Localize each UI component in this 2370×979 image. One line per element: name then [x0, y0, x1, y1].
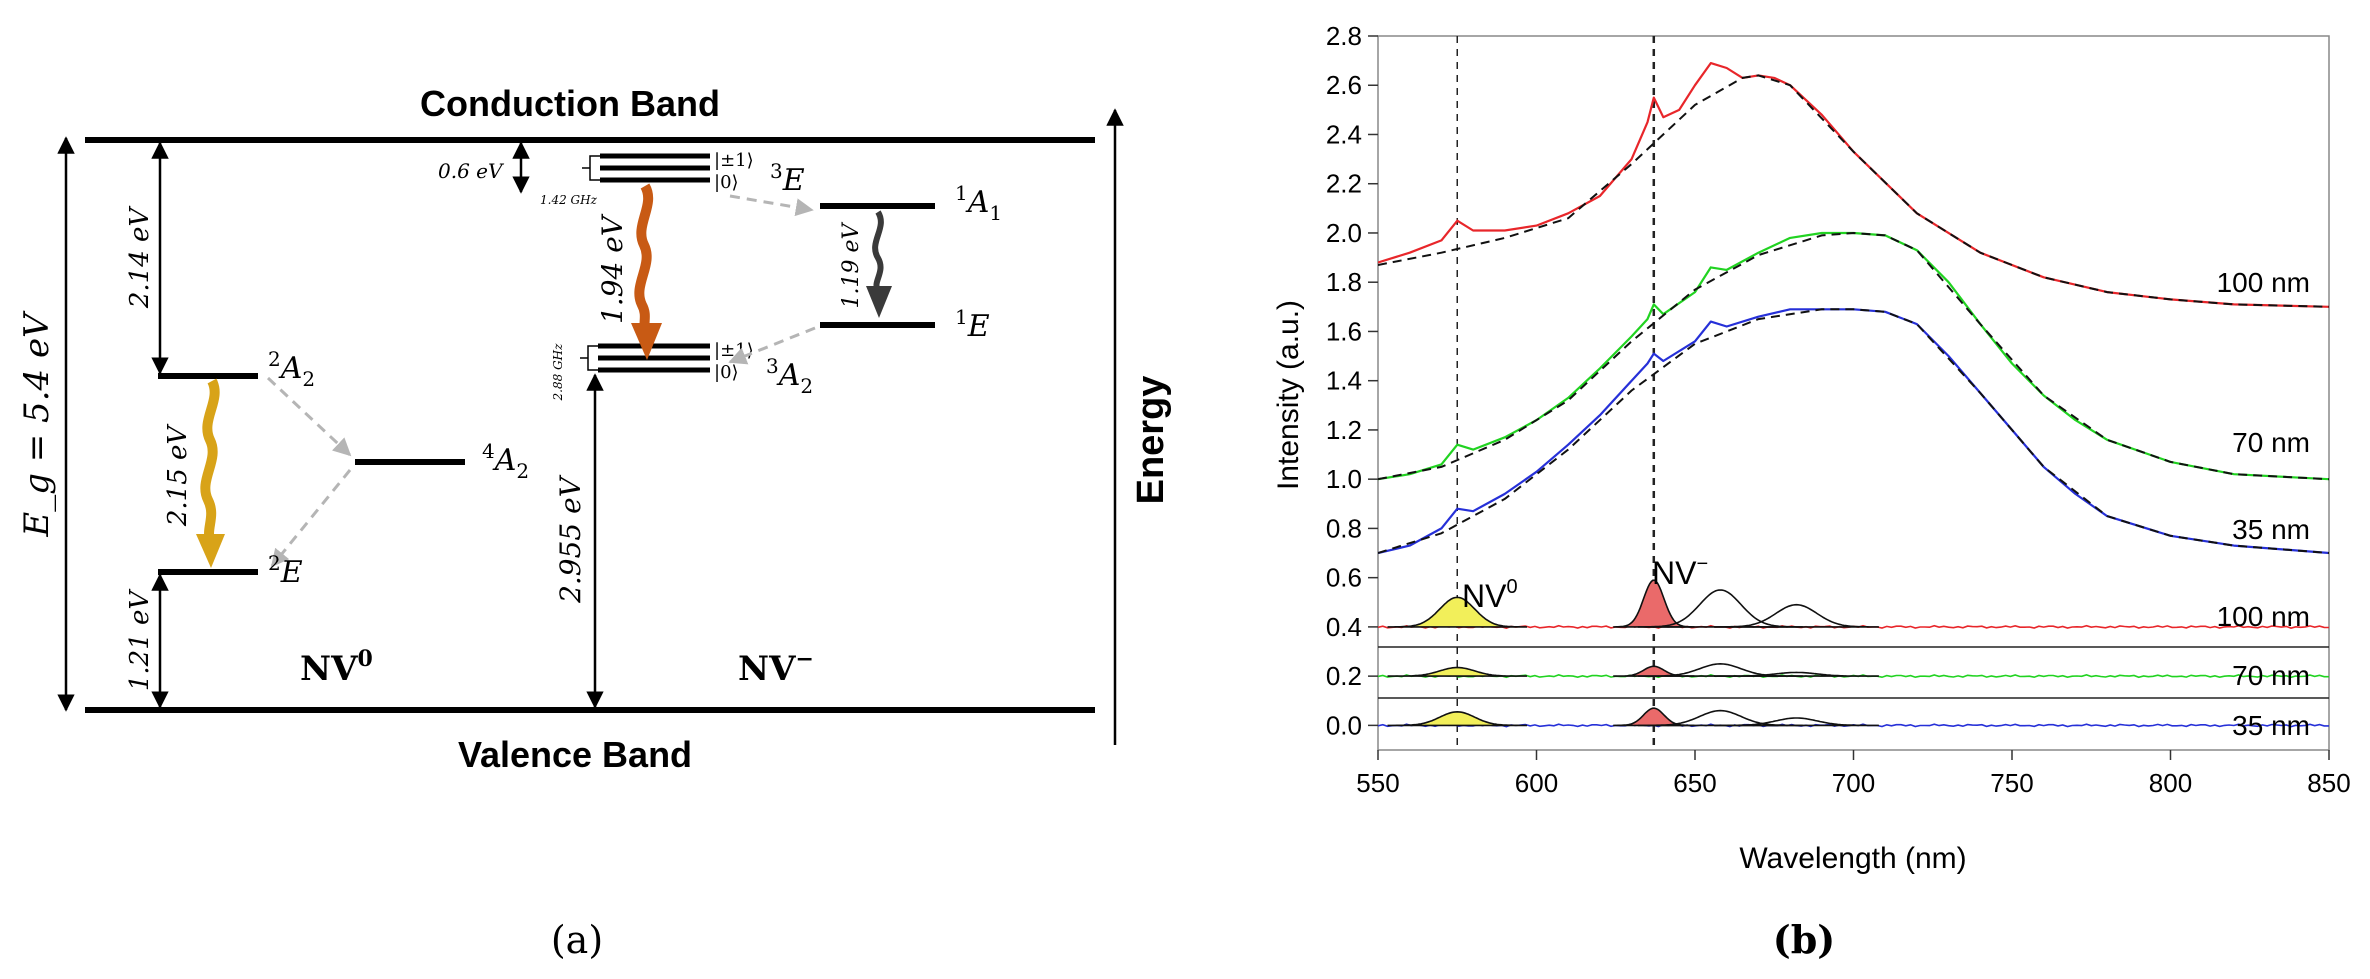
nv0-state-4a2: 4A2: [482, 439, 529, 483]
nvm-3a2-sublevel-pm1: |±1⟩: [714, 340, 754, 361]
y-tick-label: 1.2: [1326, 415, 1362, 445]
y-tick-label: 1.4: [1326, 366, 1362, 396]
decomposition-peak: [1637, 589, 1803, 628]
x-tick-label: 700: [1832, 768, 1875, 798]
fit-series-line: [1378, 232, 2329, 481]
curve-label-lower-35: 35 nm: [2232, 710, 2310, 741]
nv0-gap-top-label: 2.14 eV: [125, 206, 155, 310]
nvm-singlet-arrow: [872, 210, 884, 292]
y-tick-label: 2.6: [1326, 70, 1362, 100]
curve-label-upper-70: 70 nm: [2232, 427, 2310, 458]
curve-label-lower-70: 70 nm: [2232, 660, 2310, 691]
y-tick-label: 0.2: [1326, 661, 1362, 691]
x-tick-label: 600: [1515, 768, 1558, 798]
decomposition-peak: [1714, 603, 1879, 628]
y-axis-label: Intensity (a.u.): [1272, 300, 1305, 490]
nvm-3e-sublevel-0: |0⟩: [714, 172, 739, 193]
decomposition-peak: [1387, 710, 1527, 727]
spectrum-series-line: [1378, 308, 2329, 555]
decomposition-peak: [1387, 596, 1527, 628]
nv0-emission-arrowhead: [196, 534, 225, 568]
panel-a-caption: (a): [551, 918, 603, 962]
nv0-state-2a2: 2A2: [268, 347, 315, 391]
peak-decomposition: [1378, 579, 2329, 728]
x-axis: 550 600 650 700 750 800 850: [1356, 750, 2351, 798]
y-tick-label: 0.4: [1326, 612, 1362, 642]
decomposition-peak: [1714, 671, 1879, 677]
nvm-gap-bottom-label: 2.955 eV: [554, 474, 587, 604]
curve-label-upper-35: 35 nm: [2232, 514, 2310, 545]
panel-a-energy-diagram: Conduction Band Valence Band E_g = 5.4 e…: [17, 83, 1172, 962]
fit-series-line: [1378, 74, 2329, 308]
y-tick-label: 0.6: [1326, 563, 1362, 593]
curve-label-upper-100: 100 nm: [2217, 267, 2310, 298]
spectra-series: [1378, 62, 2329, 555]
y-tick-label: 0.0: [1326, 710, 1362, 740]
nvm-singlet-arrowhead: [866, 286, 892, 318]
x-tick-label: 550: [1356, 768, 1399, 798]
y-tick-label: 2.0: [1326, 218, 1362, 248]
nv0-emission-arrow: [200, 378, 220, 542]
y-tick-label: 1.6: [1326, 316, 1362, 346]
decomposition-peak: [1387, 666, 1527, 677]
y-axis: 0.0 0.2 0.4 0.6 0.8 1.0 1.2 1.4 1.6 1.8 2.0 2.2 2.4 2…: [1326, 21, 1378, 740]
plot-frame: [1377, 35, 2330, 751]
nvm-3a2-sublevel-0: |0⟩: [714, 362, 739, 383]
y-tick-label: 0.8: [1326, 513, 1362, 543]
nvm-split-ground-label: 2.88 GHz: [551, 343, 565, 402]
nv0-isc-up: [266, 376, 352, 457]
nvm-emission-arrowhead: [631, 323, 662, 360]
fit-series-line: [1378, 308, 2329, 554]
spectrum-series-line: [1378, 231, 2329, 481]
valence-band-label: Valence Band: [458, 734, 692, 775]
x-tick-label: 800: [2149, 768, 2192, 798]
nvm-isc-up: [729, 194, 814, 217]
nvm-emission-arrow: [634, 183, 654, 333]
y-tick-label: 2.2: [1326, 169, 1362, 199]
nvm-state-3a2: 3A2: [766, 354, 813, 398]
reference-lines: [1456, 36, 1656, 750]
nvm-gap-top-label: 0.6 eV: [438, 159, 505, 183]
peak-label-nvm: NV−: [1652, 553, 1708, 591]
nvm-isc-down: [728, 326, 816, 365]
y-tick-label: 1.8: [1326, 267, 1362, 297]
nv0-gap-bottom-label: 1.21 eV: [125, 589, 155, 692]
nvm-3e-sublevel-pm1: |±1⟩: [714, 150, 754, 171]
nvm-split-bracket-top: [582, 155, 600, 181]
x-tick-label: 650: [1673, 768, 1716, 798]
panel-b-caption: (b): [1773, 917, 1836, 962]
peak-label-nv0: NV0: [1462, 576, 1518, 614]
panel-b-chart: 0.0 0.2 0.4 0.6 0.8 1.0 1.2 1.4 1.6 1.8 2.0 2.2 2.4 2…: [1272, 21, 2351, 962]
bandgap-label: E_g = 5.4 eV: [17, 310, 57, 538]
nvm-state-3e: 3E: [770, 159, 805, 198]
nv0-isc-down: [270, 469, 352, 568]
nvm-state-1e: 1E: [955, 305, 990, 344]
y-tick-label: 2.8: [1326, 21, 1362, 51]
y-tick-label: 1.0: [1326, 464, 1362, 494]
decomposition-peak: [1714, 717, 1879, 727]
nvm-split-bracket-bottom: [580, 345, 598, 371]
conduction-band-label: Conduction Band: [420, 83, 720, 124]
nv0-transition-label: 2.15 eV: [163, 424, 193, 528]
y-tick-label: 2.4: [1326, 119, 1362, 149]
nvm-transition-main-label: 1.94 eV: [596, 213, 629, 324]
nvm-state-1a1: 1A1: [955, 181, 1002, 225]
spectrum-series-line: [1378, 62, 2329, 308]
x-tick-label: 750: [1990, 768, 2033, 798]
nvm-split-excited-label: 1.42 GHz: [540, 193, 598, 207]
nv0-label: NV0: [300, 646, 373, 689]
nvm-label: NV−: [738, 646, 814, 689]
x-tick-label: 850: [2307, 768, 2350, 798]
x-axis-label: Wavelength (nm): [1739, 842, 1966, 875]
curve-label-lower-100: 100 nm: [2217, 601, 2310, 632]
nv0-state-2e: 2E: [268, 551, 303, 590]
nvm-transition-singlet-label: 1.19 eV: [839, 221, 864, 308]
energy-label: Energy: [1130, 376, 1172, 505]
